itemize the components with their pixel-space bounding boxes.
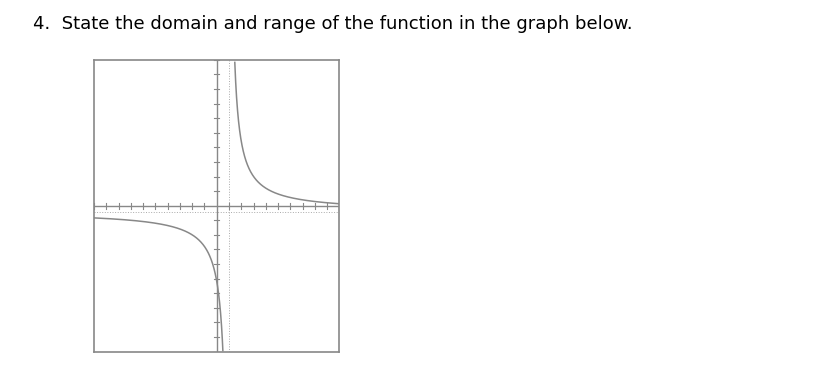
Text: 4.  State the domain and range of the function in the graph below.: 4. State the domain and range of the fun… [33,15,632,33]
